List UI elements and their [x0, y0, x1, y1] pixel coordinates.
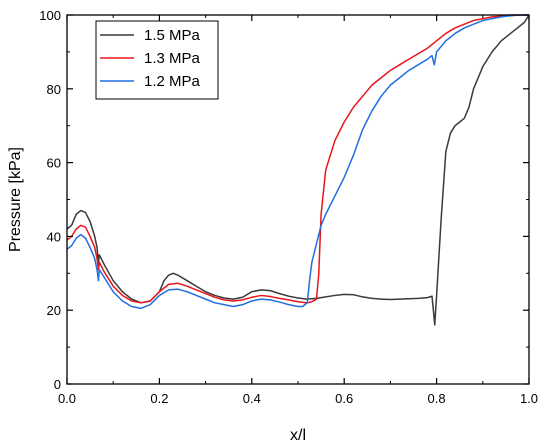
legend: 1.5 MPa 1.3 MPa 1.2 MPa [95, 20, 219, 100]
legend-label-1-2-mpa: 1.2 MPa [144, 73, 201, 90]
x-axis-label: x/l [290, 427, 306, 444]
legend-label-1-3-mpa: 1.3 MPa [144, 50, 201, 67]
y-tick-label: 100 [39, 8, 61, 23]
series-layer [66, 14, 530, 326]
series-line-1-5-mpa [66, 14, 530, 326]
y-tick-label: 20 [47, 303, 61, 318]
x-tick-label: 0.2 [150, 391, 168, 406]
series-line-1-3-mpa [66, 14, 529, 304]
y-tick-label: 40 [47, 229, 61, 244]
y-tick-label: 80 [47, 82, 61, 97]
x-tick-label: 0.4 [243, 391, 261, 406]
x-tick-label: 1.0 [520, 391, 538, 406]
y-axis-label: Pressure [kPa] [7, 147, 24, 252]
y-tick-label: 60 [47, 156, 61, 171]
series-line-1-2-mpa [66, 14, 529, 310]
legend-label-1-5-mpa: 1.5 MPa [144, 27, 201, 44]
x-tick-label: 0.8 [428, 391, 446, 406]
x-tick-label: 0.0 [58, 391, 76, 406]
x-tick-label: 0.6 [335, 391, 353, 406]
y-tick-label: 0 [54, 377, 61, 392]
legend-box [95, 20, 219, 100]
ticks-layer: 0.0 0.2 0.4 0.6 0.8 1.0 0 20 40 60 80 100 [39, 8, 538, 406]
